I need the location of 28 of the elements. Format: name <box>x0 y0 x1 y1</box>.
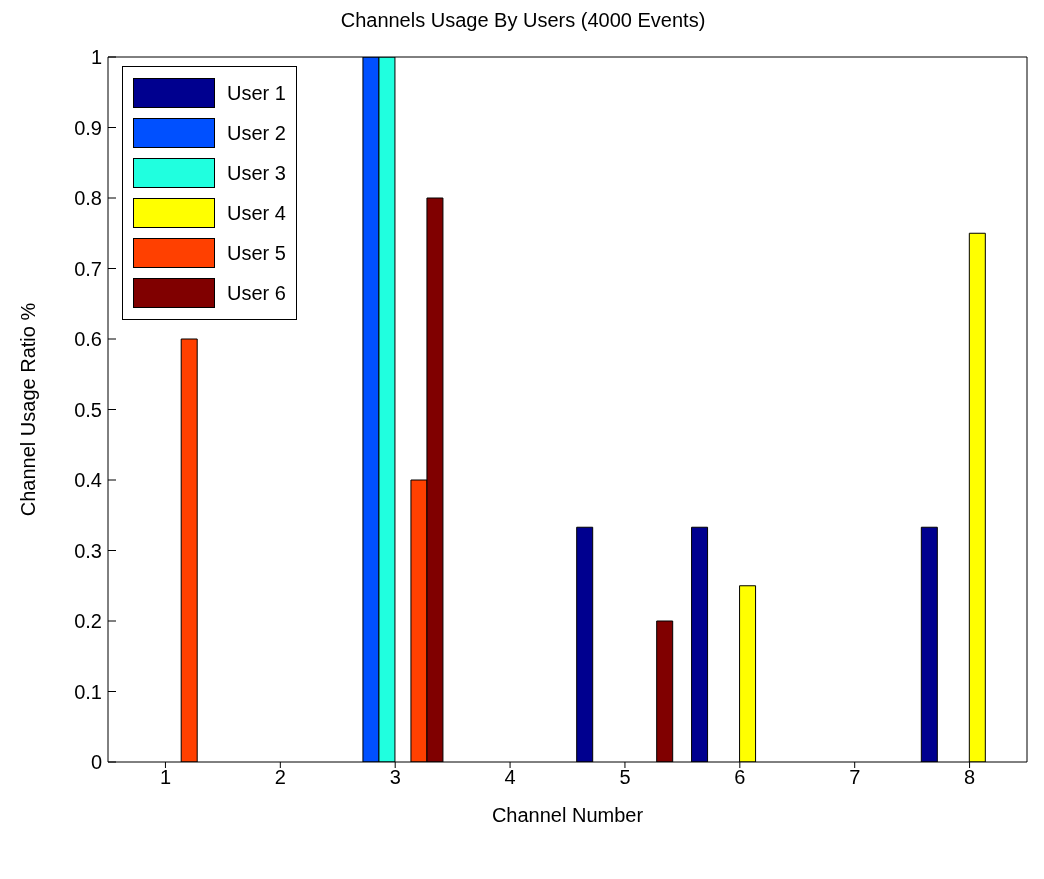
y-tick-label: 0.6 <box>74 328 102 351</box>
x-tick-label: 3 <box>389 766 401 789</box>
y-tick-label: 0 <box>90 751 102 774</box>
x-tick-label: 5 <box>619 766 631 789</box>
y-axis-title: Channel Usage Ratio % <box>17 302 40 517</box>
x-tick-label: 7 <box>849 766 861 789</box>
y-tick-label: 0.4 <box>74 469 102 492</box>
legend-label: User 3 <box>227 161 286 185</box>
x-tick-label: 4 <box>504 766 516 789</box>
chart-title: Channels Usage By Users (4000 Events) <box>339 8 707 32</box>
x-axis-title: Channel Number <box>491 804 644 826</box>
y-tick-label: 0.9 <box>74 116 102 139</box>
x-tick-label: 8 <box>964 766 976 789</box>
y-tick-label: 0.8 <box>74 187 102 210</box>
x-tick-label: 2 <box>274 766 286 789</box>
y-tick-label: 0.1 <box>74 680 102 703</box>
legend-label: User 6 <box>227 281 286 305</box>
y-tick-label: 0.2 <box>74 610 102 633</box>
legend-label: User 4 <box>227 201 286 225</box>
y-tick-label: 0.5 <box>74 398 102 421</box>
y-tick-label: 0.3 <box>74 539 102 562</box>
y-tick-label: 1 <box>90 46 102 69</box>
x-tick-label: 6 <box>734 766 746 789</box>
legend-label: User 2 <box>227 121 286 145</box>
y-tick-label: 0.7 <box>74 257 102 280</box>
x-tick-label: 1 <box>159 766 171 789</box>
legend-label: User 1 <box>227 81 286 105</box>
legend-label: User 5 <box>227 241 286 265</box>
